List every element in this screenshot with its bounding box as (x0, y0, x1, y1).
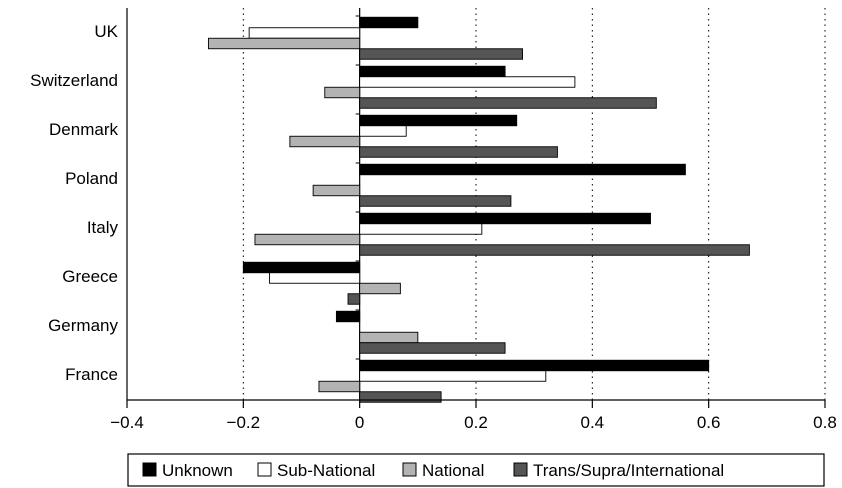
bar (347, 293, 361, 305)
category-label: Italy (87, 218, 119, 237)
y-axis: UK Switzerland Denmark Poland Italy Greece Ger… (30, 15, 360, 384)
bar (359, 195, 512, 207)
bar (359, 244, 750, 256)
category-label: Greece (62, 267, 118, 286)
bar (359, 282, 401, 295)
bar (318, 380, 361, 393)
bar (359, 125, 407, 137)
legend-label: Unknown (162, 461, 233, 480)
legend-swatch (513, 462, 528, 477)
legend-label: Sub-National (277, 461, 375, 480)
bar (359, 76, 576, 88)
x-tick-label: 0.2 (464, 413, 488, 432)
bar (335, 310, 361, 323)
category-label: Germany (48, 316, 118, 335)
legend-swatch (142, 462, 157, 477)
category-label: France (65, 365, 118, 384)
legend-box (127, 453, 825, 487)
category-label: UK (94, 22, 118, 41)
bar (359, 146, 558, 158)
bar (359, 331, 419, 344)
x-axis: −0.4 −0.2 0 0.2 0.4 0.6 0.8 (110, 400, 837, 432)
bar (359, 65, 506, 78)
category-label: Switzerland (30, 71, 118, 90)
bar (359, 163, 686, 176)
legend-label: National (422, 461, 484, 480)
x-tick-label: 0.8 (813, 413, 837, 432)
bar (359, 97, 657, 109)
legend-label: Trans/Supra/International (533, 461, 724, 480)
bar (359, 359, 710, 372)
bar (312, 184, 361, 197)
bar (254, 233, 361, 246)
x-tick-label: −0.2 (227, 413, 261, 432)
bar (289, 135, 361, 148)
legend-swatch (257, 462, 272, 477)
legend-swatch (402, 462, 417, 477)
bar (207, 37, 361, 50)
x-tick-label: −0.4 (110, 413, 144, 432)
bar (359, 16, 419, 29)
category-label: Denmark (49, 120, 118, 139)
bars-layer (207, 16, 750, 403)
bar (359, 48, 523, 60)
bar (359, 223, 483, 235)
bar (324, 86, 361, 99)
bar (359, 391, 442, 403)
x-tick-label: 0.6 (697, 413, 721, 432)
bar (359, 212, 651, 225)
category-label: Poland (65, 169, 118, 188)
bar (248, 27, 361, 39)
legend: Unknown Sub-National National Trans/Supra/I… (127, 453, 825, 487)
bar (242, 261, 361, 274)
bar (359, 342, 506, 354)
x-tick-label: 0.4 (581, 413, 605, 432)
bar (359, 370, 547, 382)
bar (359, 114, 518, 127)
bar (269, 272, 361, 284)
x-tick-label: 0 (355, 413, 364, 432)
